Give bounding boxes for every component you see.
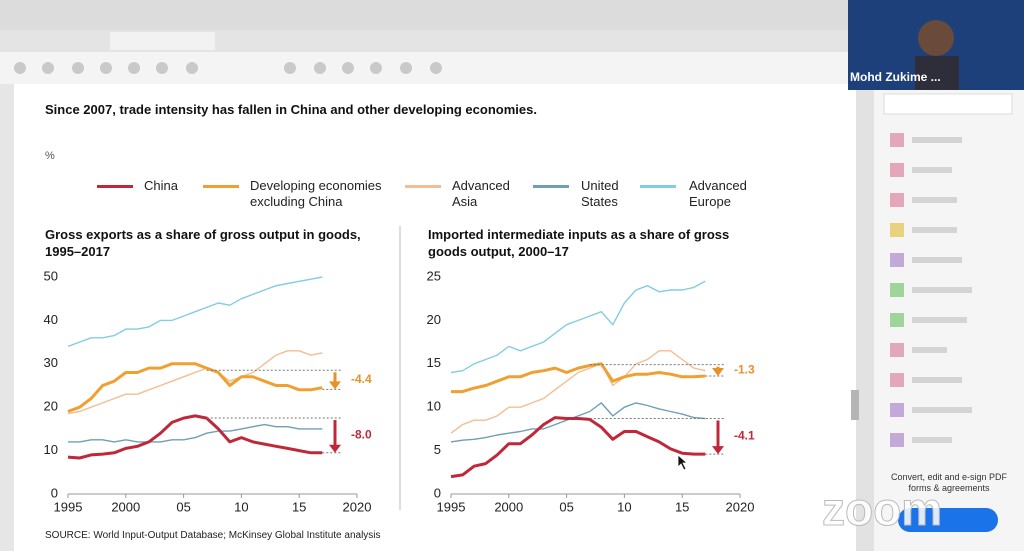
chart-title: Imported intermediate inputs as a share … (428, 227, 730, 259)
headline: Since 2007, trade intensity has fallen i… (45, 102, 537, 117)
series-line (450, 350, 706, 434)
arrow-head (329, 381, 341, 390)
x-tick-label: 15 (292, 499, 306, 514)
change-label: -8.0 (351, 428, 372, 442)
x-tick-label: 15 (675, 499, 689, 514)
arrow-head (329, 444, 341, 453)
y-tick-label: 20 (427, 312, 441, 327)
y-tick-label: 10 (44, 442, 58, 457)
series-line (450, 416, 706, 479)
y-tick-label: 15 (427, 355, 441, 370)
document-page (14, 84, 856, 551)
change-label: -4.1 (734, 428, 755, 442)
series-line (451, 362, 706, 394)
y-tick-label: 10 (427, 399, 441, 414)
x-tick-label: 2020 (343, 499, 372, 514)
zoom-watermark: zoom (821, 483, 943, 536)
change-label: -1.3 (734, 362, 755, 376)
x-tick-label: 1995 (437, 499, 466, 514)
y-tick-label: 30 (44, 355, 58, 370)
change-label: -4.4 (351, 372, 372, 386)
legend-swatch (203, 185, 239, 188)
legend-swatch (405, 185, 441, 188)
y-tick-label: 5 (434, 442, 441, 457)
series-line (450, 402, 706, 443)
left-gutter (0, 84, 14, 551)
speaker-body (915, 56, 959, 90)
tab[interactable] (110, 32, 215, 50)
x-tick-label: 10 (234, 499, 248, 514)
tab-bar (0, 30, 1024, 52)
arrow-head (712, 446, 724, 455)
source: SOURCE: World Input-Output Database; McK… (45, 530, 381, 541)
promo-text: Convert, edit and e-sign PDF forms & agr… (890, 472, 1008, 493)
chart-title: Gross exports as a share of gross output… (45, 227, 361, 259)
legend-label: China (144, 178, 178, 193)
scroll-thumb[interactable] (851, 390, 859, 420)
y-tick-label: 40 (44, 312, 58, 327)
y-tick-label: 50 (44, 268, 58, 283)
series-line (67, 362, 323, 413)
y-tick-label: 0 (51, 485, 58, 500)
speaker (918, 20, 954, 56)
legend-label: Developing economies excluding China (250, 178, 382, 209)
x-tick-label: 1995 (54, 499, 83, 514)
series-line (67, 350, 323, 415)
x-tick-label: 10 (617, 499, 631, 514)
unit: % (45, 150, 55, 162)
x-tick-label: 05 (559, 499, 573, 514)
legend-label: Advanced Europe (689, 178, 747, 209)
scrollbar[interactable] (856, 84, 874, 551)
y-tick-label: 25 (427, 268, 441, 283)
trial-button[interactable] (898, 508, 998, 532)
toolbar (0, 52, 850, 84)
y-tick-label: 0 (434, 485, 441, 500)
series-line (68, 423, 323, 443)
series-line (450, 280, 706, 374)
series-line (67, 414, 323, 460)
search-box[interactable] (883, 93, 1013, 115)
x-tick-label: 2000 (111, 499, 140, 514)
y-tick-label: 20 (44, 399, 58, 414)
legend-swatch (640, 185, 676, 188)
legend-label: Advanced Asia (452, 178, 510, 209)
mouse-cursor (677, 454, 689, 471)
participant-name: Mohd Zukime ... (850, 70, 941, 84)
x-tick-label: 2020 (726, 499, 755, 514)
x-tick-label: 05 (176, 499, 190, 514)
x-tick-label: 2000 (494, 499, 523, 514)
legend-swatch (97, 185, 133, 188)
tool-list (890, 133, 972, 447)
legend-label: United States (581, 178, 619, 209)
arrow-head (712, 367, 724, 376)
toolbar-icons (14, 62, 442, 74)
series-line (67, 276, 323, 348)
legend-swatch (533, 185, 569, 188)
